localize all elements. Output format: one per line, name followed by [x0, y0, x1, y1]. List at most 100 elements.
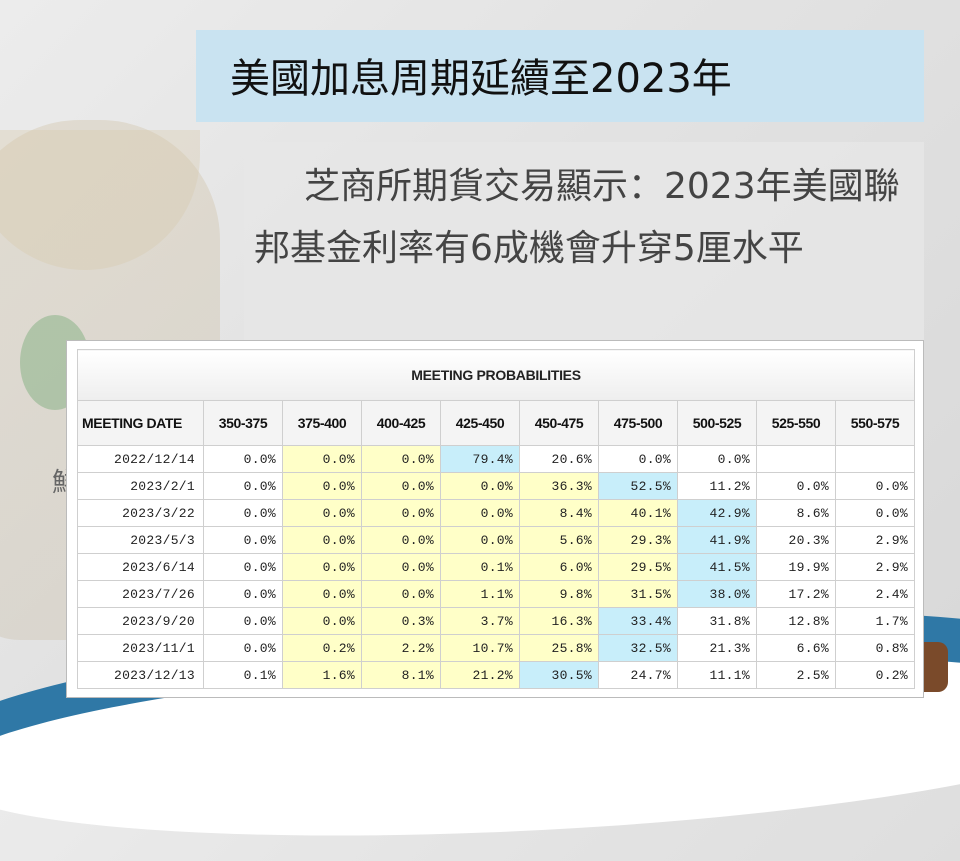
- probability-cell: 10.7%: [440, 634, 520, 662]
- table-row: 2023/3/22 0.0% 0.0% 0.0% 0.0% 8.4% 40.1% 42.9% 8…: [77, 499, 915, 527]
- table-row: 2022/12/14 0.0% 0.0% 0.0% 79.4% 20.6% 0.0% 0.0%: [77, 445, 915, 473]
- probability-cell: 25.8%: [519, 634, 599, 662]
- probability-cell: 41.5%: [677, 553, 757, 581]
- probability-cell: 6.6%: [756, 634, 836, 662]
- probability-cell: 32.5%: [598, 634, 678, 662]
- probability-cell: 38.0%: [677, 580, 757, 608]
- meeting-date-cell: 2023/3/22: [77, 499, 204, 527]
- probability-cell: 2.2%: [361, 634, 441, 662]
- probability-cell: [835, 445, 915, 473]
- table-body: 2022/12/14 0.0% 0.0% 0.0% 79.4% 20.6% 0.0% 0.0%…: [77, 445, 915, 689]
- subtitle-box: 芝商所期貨交易顯示：2023年美國聯邦基金利率有6成機會升穿5厘水平: [244, 142, 924, 342]
- table-heading: MEETING PROBABILITIES: [77, 349, 915, 401]
- probability-cell: 0.2%: [282, 634, 362, 662]
- probability-cell: 0.0%: [203, 634, 283, 662]
- slide-title: 美國加息周期延續至2023年: [230, 56, 732, 102]
- probability-cell: 0.0%: [282, 580, 362, 608]
- probability-cell: 0.0%: [361, 526, 441, 554]
- probability-cell: 0.0%: [598, 445, 678, 473]
- probability-cell: 0.0%: [440, 472, 520, 500]
- probability-cell: 1.7%: [835, 607, 915, 635]
- probability-cell: 0.0%: [440, 526, 520, 554]
- probability-cell: 0.0%: [203, 526, 283, 554]
- probability-cell: 11.2%: [677, 472, 757, 500]
- probability-cell: 0.0%: [203, 499, 283, 527]
- probability-cell: 42.9%: [677, 499, 757, 527]
- probability-cell: 11.1%: [677, 661, 757, 689]
- probability-cell: 52.5%: [598, 472, 678, 500]
- probability-cell: 29.3%: [598, 526, 678, 554]
- probability-cell: 29.5%: [598, 553, 678, 581]
- probability-cell: 1.1%: [440, 580, 520, 608]
- table-row: 2023/7/26 0.0% 0.0% 0.0% 1.1% 9.8% 31.5% 38.0% 1…: [77, 580, 915, 608]
- title-bar: 美國加息周期延續至2023年: [196, 30, 924, 122]
- probability-cell: 9.8%: [519, 580, 599, 608]
- probability-cell: [756, 445, 836, 473]
- probability-cell: 12.8%: [756, 607, 836, 635]
- meeting-date-cell: 2023/11/1: [77, 634, 204, 662]
- probability-cell: 0.0%: [203, 607, 283, 635]
- probability-cell: 0.0%: [835, 499, 915, 527]
- probability-cell: 0.0%: [361, 445, 441, 473]
- table-row: 2023/2/1 0.0% 0.0% 0.0% 0.0% 36.3% 52.5% 11.2% 0…: [77, 472, 915, 500]
- probability-cell: 36.3%: [519, 472, 599, 500]
- probability-cell: 0.0%: [203, 445, 283, 473]
- probability-cell: 40.1%: [598, 499, 678, 527]
- probability-cell: 5.6%: [519, 526, 599, 554]
- probability-cell: 1.6%: [282, 661, 362, 689]
- probability-cell: 0.1%: [440, 553, 520, 581]
- meeting-date-cell: 2023/12/13: [77, 661, 204, 689]
- column-header-range: 500-525: [677, 400, 757, 446]
- probability-cell: 2.5%: [756, 661, 836, 689]
- probability-cell: 0.2%: [835, 661, 915, 689]
- probability-cell: 0.0%: [361, 553, 441, 581]
- column-header-range: 400-425: [361, 400, 441, 446]
- probability-cell: 0.8%: [835, 634, 915, 662]
- column-header-row: MEETING DATE 350-375 375-400 400-425 425-450…: [77, 400, 915, 446]
- probability-cell: 24.7%: [598, 661, 678, 689]
- probability-cell: 0.0%: [203, 580, 283, 608]
- probability-cell: 30.5%: [519, 661, 599, 689]
- probability-cell: 0.0%: [440, 499, 520, 527]
- probability-cell: 31.8%: [677, 607, 757, 635]
- column-header-range: 525-550: [756, 400, 836, 446]
- probability-cell: 41.9%: [677, 526, 757, 554]
- probability-cell: 8.6%: [756, 499, 836, 527]
- column-header-range: 350-375: [203, 400, 283, 446]
- probability-cell: 2.9%: [835, 526, 915, 554]
- probability-cell: 2.4%: [835, 580, 915, 608]
- probability-cell: 19.9%: [756, 553, 836, 581]
- probability-cell: 0.0%: [361, 472, 441, 500]
- probability-cell: 0.1%: [203, 661, 283, 689]
- table-row: 2023/12/13 0.1% 1.6% 8.1% 21.2% 30.5% 24.7% 11.…: [77, 661, 915, 689]
- probability-cell: 0.0%: [282, 472, 362, 500]
- meeting-date-cell: 2023/6/14: [77, 553, 204, 581]
- meeting-probabilities-table: MEETING PROBABILITIES MEETING DATE 350-37…: [77, 349, 915, 689]
- probability-cell: 20.6%: [519, 445, 599, 473]
- probability-cell: 0.0%: [361, 499, 441, 527]
- probability-cell: 16.3%: [519, 607, 599, 635]
- money-bag-neck: [0, 130, 200, 270]
- probability-cell: 33.4%: [598, 607, 678, 635]
- meeting-date-cell: 2022/12/14: [77, 445, 204, 473]
- column-header-date: MEETING DATE: [77, 400, 204, 446]
- probability-cell: 2.9%: [835, 553, 915, 581]
- column-header-range: 550-575: [835, 400, 915, 446]
- table-row: 2023/9/20 0.0% 0.0% 0.3% 3.7% 16.3% 33.4% 31.8%…: [77, 607, 915, 635]
- column-header-range: 425-450: [440, 400, 520, 446]
- probability-cell: 0.0%: [203, 472, 283, 500]
- probability-cell: 0.0%: [282, 526, 362, 554]
- probability-cell: 0.0%: [282, 499, 362, 527]
- probability-cell: 0.0%: [835, 472, 915, 500]
- meeting-date-cell: 2023/2/1: [77, 472, 204, 500]
- probability-cell: 0.0%: [677, 445, 757, 473]
- probability-cell: 21.3%: [677, 634, 757, 662]
- meeting-date-cell: 2023/5/3: [77, 526, 204, 554]
- probability-cell: 0.0%: [282, 445, 362, 473]
- probability-cell: 8.1%: [361, 661, 441, 689]
- probability-cell: 79.4%: [440, 445, 520, 473]
- column-header-range: 375-400: [282, 400, 362, 446]
- meeting-date-cell: 2023/9/20: [77, 607, 204, 635]
- probability-cell: 17.2%: [756, 580, 836, 608]
- probability-cell: 0.0%: [282, 607, 362, 635]
